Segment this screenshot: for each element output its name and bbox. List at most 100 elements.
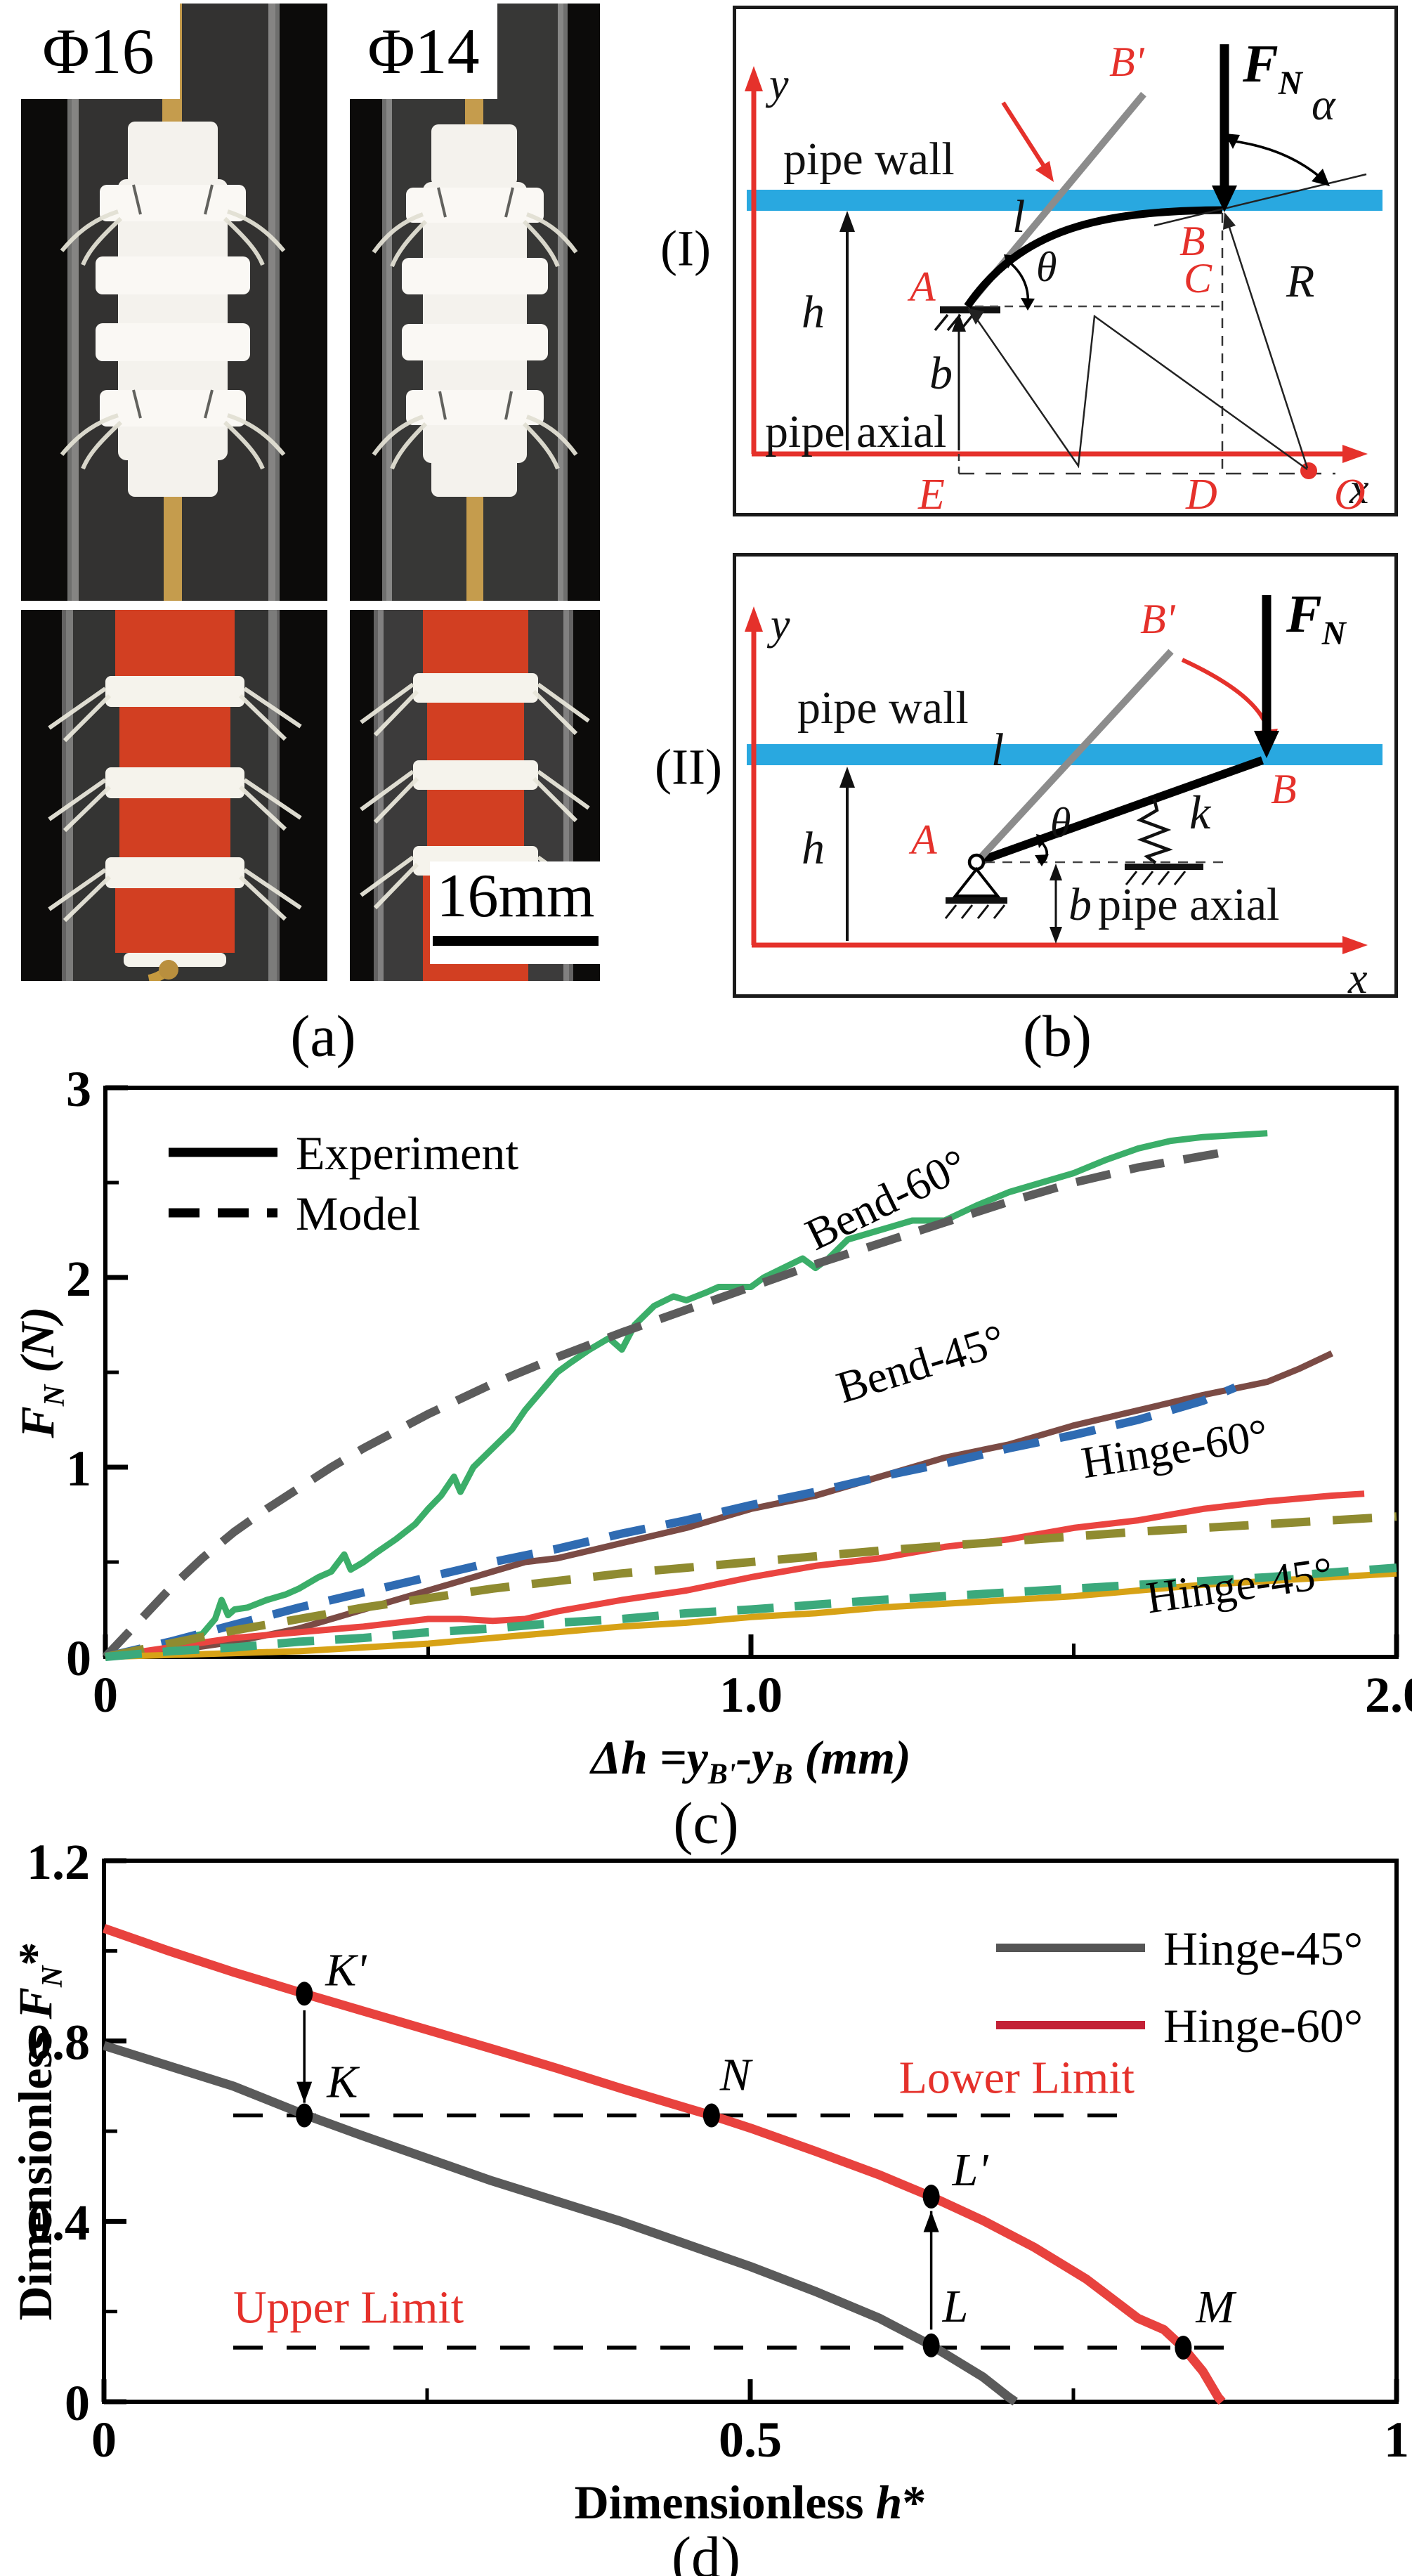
x-tick-label: 0 — [93, 1667, 118, 1723]
force-FN-label: FN — [1242, 34, 1304, 102]
red-segment — [115, 610, 235, 676]
chart-d-ytitle: Dimensionless FN* — [8, 1941, 69, 2321]
data-point-label: L' — [952, 2145, 990, 2196]
x-tick-label: 1 — [1384, 2412, 1409, 2468]
spring-k-label: k — [1189, 786, 1212, 839]
photo-phi16-retracted: Φ16 — [21, 4, 327, 601]
point-Bprime-label: B' — [1109, 39, 1145, 85]
point-B-label: B — [1271, 766, 1297, 812]
scale-bar: 16mm — [430, 861, 601, 964]
data-point — [702, 2103, 720, 2128]
scale-bar-line — [433, 936, 599, 946]
y-tick-label: 1 — [66, 1440, 91, 1497]
series-Bend-60-Experiment — [105, 1130, 1268, 1660]
photo-deployed-left-art — [21, 610, 327, 981]
x-tick-label: 2.0 — [1365, 1667, 1412, 1723]
point-E-label: E — [917, 471, 945, 516]
y-tick-label: 0.4 — [27, 2194, 90, 2251]
legend-label: Hinge-45° — [1163, 1922, 1363, 1975]
panel-d-label: (d) — [672, 2525, 740, 2576]
data-point — [1175, 2336, 1192, 2360]
theta-label: θ — [1036, 244, 1057, 290]
h-label: h — [802, 823, 825, 874]
diagram-hinge-model: y x pipe wall pipe axial h B' B l FN k A — [733, 553, 1398, 998]
legend-label: Hinge-60° — [1163, 1999, 1363, 2053]
diameter-label-14: Φ14 — [350, 4, 497, 99]
red-segment — [423, 610, 528, 673]
undeformed-rod — [974, 649, 1174, 865]
series-Hinge-45- — [103, 2041, 1018, 2406]
series-Bend-45-Experiment — [105, 1350, 1334, 1660]
limit-label: Lower Limit — [899, 2052, 1135, 2103]
point-A-label: A — [908, 817, 937, 863]
radius-label: R — [1286, 256, 1314, 307]
point-D-label: D — [1185, 471, 1217, 516]
series-Bend-45-Model — [104, 1384, 1237, 1661]
length-label: l — [1012, 191, 1025, 242]
bent-beam — [964, 206, 1223, 309]
x-tick-label: 0.5 — [719, 2412, 782, 2468]
chart-c-xtitle: Δh =yB'-yB (mm) — [591, 1731, 911, 1791]
alpha-label: α — [1312, 79, 1336, 129]
curve-annotation: Bend-45° — [831, 1315, 1011, 1413]
rigid-rod — [974, 756, 1264, 866]
photo-phi16-deployed — [21, 610, 327, 981]
curve-annotation: Hinge-60° — [1078, 1409, 1272, 1488]
spring — [1136, 798, 1173, 864]
b-label: b — [1068, 879, 1092, 930]
alpha-arc — [1228, 139, 1326, 183]
limit-label: Upper Limit — [233, 2282, 464, 2334]
diagram-bend-model: y x pipe wall pipe axial h A C B' B l FN… — [733, 6, 1398, 516]
y-tick-label: 2 — [66, 1251, 91, 1307]
spring-ground — [1125, 864, 1203, 870]
data-point — [296, 1982, 313, 2006]
panel-c-label: (c) — [673, 1790, 739, 1856]
chart-d-xtitle: Dimensionless h* — [574, 2476, 927, 2529]
pipe-wall-label: pipe wall — [783, 134, 955, 185]
diameter-label-16: Φ16 — [21, 4, 180, 99]
data-point — [922, 2333, 940, 2357]
axis-y-label: y — [766, 601, 790, 649]
pipe-axial-label: pipe axial — [765, 406, 946, 457]
data-point — [922, 2185, 940, 2209]
legend-label: Model — [296, 1187, 421, 1240]
data-point-label: K' — [325, 1944, 367, 1996]
photo-phi14-art — [350, 4, 600, 601]
data-point-label: L — [942, 2281, 969, 2332]
pipe-axial-label: pipe axial — [1098, 879, 1279, 930]
series-Hinge-45-Experiment — [105, 1570, 1397, 1660]
y-axis-arrowhead — [745, 66, 763, 91]
point-B-label: B — [1179, 218, 1205, 264]
anchor-legs — [372, 212, 578, 470]
chart-c-ytitle: FN (N) — [11, 1306, 71, 1438]
diagram-II-label: (II) — [655, 739, 722, 795]
b-label: b — [929, 348, 953, 399]
axis-x-label: x — [1347, 955, 1368, 998]
y-tick-label: 0 — [65, 2375, 90, 2431]
y-tick-label: 0 — [66, 1630, 91, 1686]
red-pointer-arrow — [1001, 101, 1048, 171]
pipe-wall-label: pipe wall — [797, 682, 969, 734]
series-Hinge-60- — [102, 1924, 1226, 2405]
diameter-label-14-text: Φ14 — [367, 15, 480, 87]
radius-OB — [1225, 218, 1309, 469]
data-point — [296, 2103, 313, 2128]
force-displacement-chart: 01.02.00123Bend-60°Bend-45°Hinge-60°Hing… — [66, 1061, 1412, 1723]
data-point-label: K — [326, 2057, 360, 2108]
anchor-legs — [48, 687, 302, 923]
legend-label: Experiment — [296, 1126, 518, 1180]
x-tick-label: 0 — [91, 2412, 117, 2468]
y-tick-label: 3 — [66, 1061, 91, 1117]
x-axis-arrowhead — [1342, 445, 1368, 463]
force-FN-label: FN — [1286, 585, 1347, 652]
y-tick-label: 1.2 — [27, 1834, 90, 1890]
panel-a-label: (a) — [290, 1003, 356, 1069]
series-Bend-60-Model — [102, 1146, 1236, 1660]
radius-OA — [973, 314, 1308, 471]
diagram-I-label: (I) — [660, 220, 711, 277]
tangent-line — [1153, 173, 1367, 227]
anchor-legs — [60, 209, 286, 470]
scale-bar-text: 16mm — [436, 862, 595, 930]
